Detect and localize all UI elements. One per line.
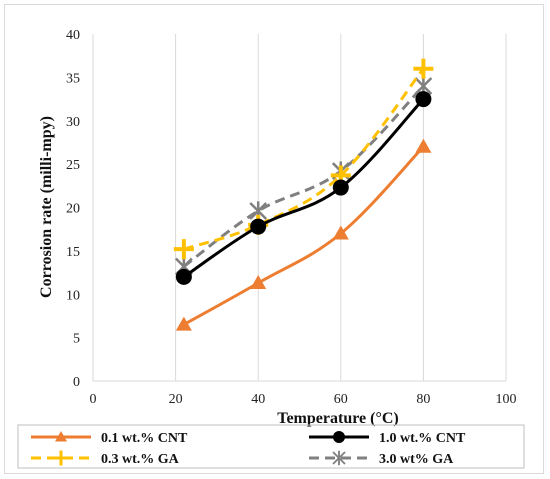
y-tick-label: 35 bbox=[66, 71, 80, 86]
series-0-point bbox=[415, 138, 432, 153]
y-tick-label: 0 bbox=[73, 375, 80, 390]
series-1-line bbox=[183, 67, 425, 251]
legend-item: 1.0 wt.% CNT bbox=[309, 431, 466, 446]
legend-label: 1.0 wt.% CNT bbox=[379, 431, 466, 446]
x-tick-label: 80 bbox=[416, 392, 430, 407]
series-0-point bbox=[250, 274, 267, 289]
grid-layer bbox=[175, 34, 507, 381]
series-0-point bbox=[175, 316, 192, 331]
legend-item: 3.0 wt% GA bbox=[309, 450, 454, 467]
x-tick-label: 60 bbox=[334, 392, 348, 407]
series-2-point bbox=[415, 91, 432, 108]
y-tick-label: 20 bbox=[66, 202, 80, 217]
y-tick-label: 30 bbox=[66, 115, 80, 130]
series-2-point bbox=[332, 179, 349, 196]
axis-layer: 0 20 40 60 80 100 0 5 10 15 20 25 30 35 40 bbox=[66, 28, 517, 407]
x-axis-title: Temperature (°C) bbox=[277, 410, 398, 427]
series-3 bbox=[174, 76, 433, 277]
legend-item: 0.1 wt.% CNT bbox=[31, 431, 188, 446]
legend-label: 3.0 wt% GA bbox=[379, 452, 454, 467]
series-layer bbox=[173, 58, 434, 331]
legend: 0.1 wt.% CNT 0.3 wt.% GA 1.0 wt.% CNT 3.0 w… bbox=[17, 424, 525, 469]
series-0-point bbox=[332, 225, 349, 240]
y-tick-label: 25 bbox=[66, 158, 80, 173]
legend-item: 0.3 wt.% GA bbox=[31, 450, 180, 467]
series-1 bbox=[173, 58, 434, 260]
x-tick-label: 0 bbox=[90, 392, 97, 407]
series-2-point bbox=[250, 218, 267, 235]
legend-swatch-marker bbox=[55, 431, 67, 442]
y-tick-label: 5 bbox=[73, 332, 80, 347]
y-tick-label: 40 bbox=[66, 28, 80, 43]
y-tick-label: 10 bbox=[66, 288, 80, 303]
y-tick-label: 15 bbox=[66, 245, 80, 260]
legend-box bbox=[17, 424, 525, 469]
legend-swatch-marker bbox=[332, 450, 346, 466]
legend-swatch-marker bbox=[333, 431, 345, 443]
y-axis-title: Corrosion rate (milli-mpy) bbox=[38, 116, 55, 298]
series-2-line bbox=[183, 98, 425, 279]
series-2 bbox=[175, 91, 432, 285]
series-1-point bbox=[413, 58, 434, 79]
legend-swatch-marker bbox=[53, 450, 69, 466]
series-0 bbox=[175, 138, 432, 331]
series-0-line bbox=[183, 145, 425, 326]
series-1-point bbox=[173, 239, 194, 260]
chart-frame bbox=[4, 4, 544, 474]
series-2-point bbox=[175, 268, 192, 285]
legend-label: 0.3 wt.% GA bbox=[101, 452, 180, 467]
x-tick-label: 40 bbox=[251, 392, 265, 407]
legend-label: 0.1 wt.% CNT bbox=[101, 431, 188, 446]
x-tick-label: 100 bbox=[496, 392, 517, 407]
x-tick-label: 20 bbox=[169, 392, 183, 407]
